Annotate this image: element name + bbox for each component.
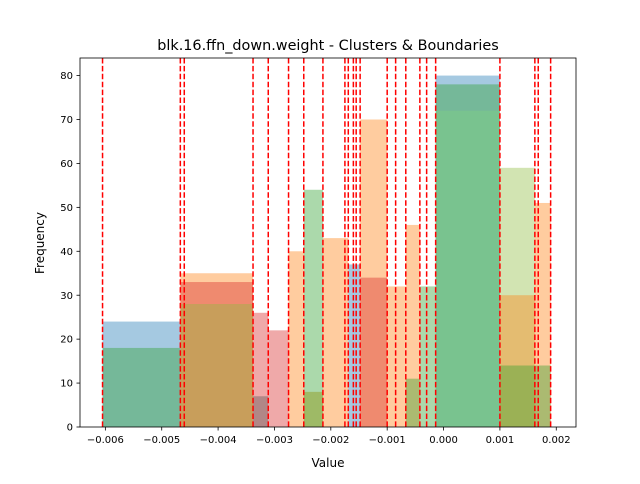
histogram-bar-4 [180,304,254,427]
histogram-bar-19 [435,75,500,428]
histogram-bar-7 [253,396,269,427]
x-tick-label-8: 0.002 [542,435,571,446]
axes-layer: −0.006 −0.005 −0.004 −0.003 −0.002 −0.001 0.00… [60,57,577,446]
histogram-bar-1 [180,273,254,427]
x-tick-label-6: 0.000 [429,435,458,446]
y-tick-label-2: 20 [60,335,73,346]
chart-title: blk.16.ffn_down.weight - Clusters & Boun… [157,38,499,54]
histogram-bar-2 [102,347,181,427]
y-tick-label-8: 80 [60,71,73,82]
bars-layer [102,75,551,428]
x-tick-label-7: 0.001 [486,435,515,446]
histogram-bar-0 [102,321,181,427]
x-tick-label-1: −0.005 [143,435,180,446]
histogram-bar-3 [180,282,254,427]
y-tick-label-4: 40 [60,247,73,258]
y-tick-label-1: 10 [60,379,73,390]
boundaries-layer [101,58,552,427]
histogram-bar-11 [322,238,349,427]
histogram-bar-23 [499,295,535,427]
plot-frame [79,57,577,428]
histogram-bar-24 [499,365,535,427]
histogram-bar-5 [253,312,269,427]
x-axis-label: Value [312,456,345,470]
histogram-bar-21 [435,110,500,427]
y-tick-label-0: 0 [67,423,73,434]
y-tick-label-6: 60 [60,159,73,170]
histogram-bar-9 [303,189,323,427]
x-tick-label-0: −0.006 [87,435,124,446]
y-tick-label-5: 50 [60,203,73,214]
histogram-bar-6 [268,330,289,427]
x-tick-label-3: −0.003 [256,435,293,446]
x-tick-label-2: −0.004 [200,435,237,446]
x-tick-label-4: −0.002 [312,435,349,446]
histogram-bar-10 [303,391,323,427]
x-tick-label-5: −0.001 [369,435,406,446]
histogram-bar-26 [534,365,551,427]
histogram-bar-15 [387,286,406,427]
histogram-bar-22 [499,167,535,428]
histogram-bar-8 [288,251,304,427]
y-tick-label-7: 70 [60,115,73,126]
histogram-bar-12 [348,264,361,427]
histogram-bar-13 [360,119,388,427]
y-tick-label-3: 30 [60,291,73,302]
histogram-bar-17 [405,378,420,427]
y-axis-label: Frequency [33,212,47,274]
histogram-bar-14 [360,277,388,427]
histogram-bar-16 [405,224,420,427]
histogram-bar-18 [419,286,436,427]
histogram-bar-20 [435,84,500,427]
